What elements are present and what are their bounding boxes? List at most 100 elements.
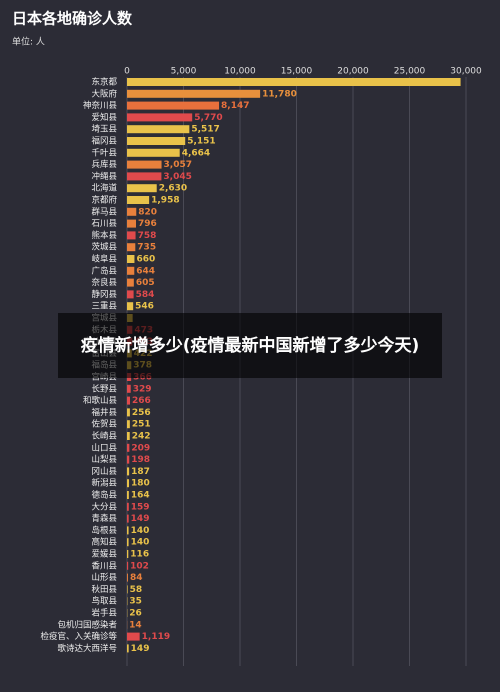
y-tick-label: 和歌山县 <box>83 395 118 406</box>
bar <box>127 396 131 405</box>
value-label: 102 <box>130 561 149 571</box>
bar <box>127 184 157 193</box>
y-tick-label: 静冈县 <box>91 289 117 300</box>
value-label: 140 <box>131 538 150 548</box>
bar <box>127 455 130 464</box>
y-tick-label: 福冈县 <box>91 136 117 147</box>
value-label: 8,147 <box>221 101 249 111</box>
value-label: 2,630 <box>159 184 187 194</box>
bar <box>127 585 128 594</box>
bar <box>127 160 162 169</box>
y-tick-label: 长崎县 <box>91 431 117 442</box>
y-tick-label: 大分县 <box>91 501 117 512</box>
bar <box>127 207 137 216</box>
bar <box>127 231 136 240</box>
bar <box>127 443 130 452</box>
y-tick-label: 石川县 <box>91 219 117 229</box>
y-tick-label: 三重县 <box>91 301 117 312</box>
value-label: 140 <box>131 526 150 536</box>
value-label: 84 <box>130 573 143 583</box>
y-tick-label: 高知县 <box>91 537 117 548</box>
y-tick-label: 新潟县 <box>91 478 117 489</box>
bar <box>127 172 162 181</box>
bar <box>127 266 135 275</box>
y-tick-label: 茨城县 <box>91 242 117 253</box>
bar <box>127 514 129 523</box>
bar <box>127 573 128 582</box>
y-tick-label: 岛根县 <box>91 525 117 536</box>
value-label: 1,119 <box>142 632 170 642</box>
value-label: 266 <box>132 396 151 406</box>
bar <box>127 196 150 204</box>
y-tick-label: 佐贺县 <box>91 419 117 430</box>
value-label: 256 <box>132 408 151 418</box>
x-tick-label: 15,000 <box>281 67 313 77</box>
value-label: 3,057 <box>164 160 192 170</box>
value-label: 660 <box>136 255 155 265</box>
value-label: 5,517 <box>191 125 219 135</box>
bar <box>127 467 130 476</box>
y-tick-label: 香川县 <box>91 560 117 571</box>
bar <box>127 384 131 393</box>
x-tick-label: 25,000 <box>394 67 426 77</box>
y-tick-label: 冲绳县 <box>91 171 117 182</box>
value-label: 14 <box>129 620 142 630</box>
value-label: 584 <box>136 290 155 300</box>
y-tick-label: 北海道 <box>91 183 117 194</box>
y-tick-label: 千叶县 <box>91 147 117 158</box>
bar <box>127 137 186 145</box>
bar <box>127 502 129 511</box>
y-tick-label: 爱媛县 <box>91 549 117 560</box>
bar <box>127 219 136 228</box>
y-tick-label: 神奈川县 <box>83 100 118 111</box>
bar <box>127 479 130 488</box>
bar <box>127 89 261 98</box>
value-label: 35 <box>129 597 142 607</box>
y-tick-label: 青森县 <box>91 513 117 524</box>
bar <box>127 632 140 641</box>
y-tick-label: 岩手县 <box>91 608 117 619</box>
value-label: 1,958 <box>151 196 179 206</box>
chart-subtitle: 单位: 人 <box>12 36 45 48</box>
value-label: 116 <box>130 550 149 560</box>
value-label: 251 <box>132 420 151 430</box>
y-tick-label: 奈良县 <box>91 277 117 288</box>
y-tick-label: 歌诗达大西洋号 <box>57 643 117 654</box>
value-label: 58 <box>130 585 143 595</box>
value-label: 159 <box>131 502 150 512</box>
value-label: 758 <box>138 231 157 241</box>
bar <box>127 408 130 417</box>
y-tick-label: 岐阜县 <box>91 254 117 265</box>
bar <box>127 278 134 287</box>
value-label: 180 <box>131 479 150 489</box>
y-tick-label: 兵库县 <box>91 159 117 170</box>
x-tick-label: 5,000 <box>171 67 197 77</box>
bar <box>127 644 129 653</box>
value-label: 5,151 <box>187 137 215 147</box>
value-label: 149 <box>131 644 150 654</box>
bar <box>127 125 190 134</box>
value-label: 4,664 <box>182 148 210 158</box>
x-tick-label: 10,000 <box>224 67 256 77</box>
y-tick-label: 秋田县 <box>91 584 117 595</box>
bar <box>127 290 134 299</box>
value-label: 329 <box>133 384 152 394</box>
bar <box>127 101 220 110</box>
value-label: 26 <box>129 609 142 619</box>
value-label: 164 <box>131 491 150 501</box>
y-tick-label: 山形县 <box>91 572 117 583</box>
y-tick-label: 爱知县 <box>91 112 117 123</box>
x-tick-label: 30,000 <box>450 67 482 77</box>
y-tick-label: 长野县 <box>91 383 117 394</box>
bar <box>127 243 136 252</box>
x-tick-label: 0 <box>124 67 130 77</box>
x-tick-label: 20,000 <box>337 67 369 77</box>
bar <box>127 113 193 122</box>
value-label: 796 <box>138 219 157 229</box>
bar <box>127 526 129 535</box>
bar <box>127 420 130 429</box>
y-tick-label: 熊本县 <box>91 230 117 241</box>
value-label: 5,770 <box>194 113 222 123</box>
